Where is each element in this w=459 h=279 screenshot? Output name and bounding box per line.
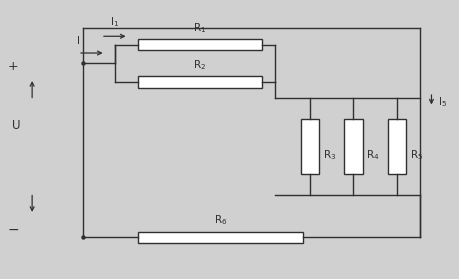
Text: I: I: [77, 36, 79, 46]
Bar: [388, 119, 406, 174]
Text: −: −: [7, 223, 19, 237]
Text: R$_6$: R$_6$: [213, 214, 227, 227]
Text: R$_2$: R$_2$: [193, 59, 206, 72]
Text: R$_3$: R$_3$: [323, 148, 336, 162]
Bar: [138, 39, 262, 50]
Text: U: U: [12, 119, 20, 132]
Bar: [301, 119, 319, 174]
Bar: [138, 232, 303, 243]
Bar: [344, 119, 363, 174]
Text: +: +: [7, 61, 18, 73]
Text: R$_5$: R$_5$: [410, 148, 423, 162]
Text: R$_4$: R$_4$: [366, 148, 380, 162]
Text: I$_1$: I$_1$: [110, 16, 119, 29]
Text: R$_1$: R$_1$: [193, 21, 206, 35]
Bar: [138, 76, 262, 88]
Text: I$_5$: I$_5$: [438, 95, 448, 109]
